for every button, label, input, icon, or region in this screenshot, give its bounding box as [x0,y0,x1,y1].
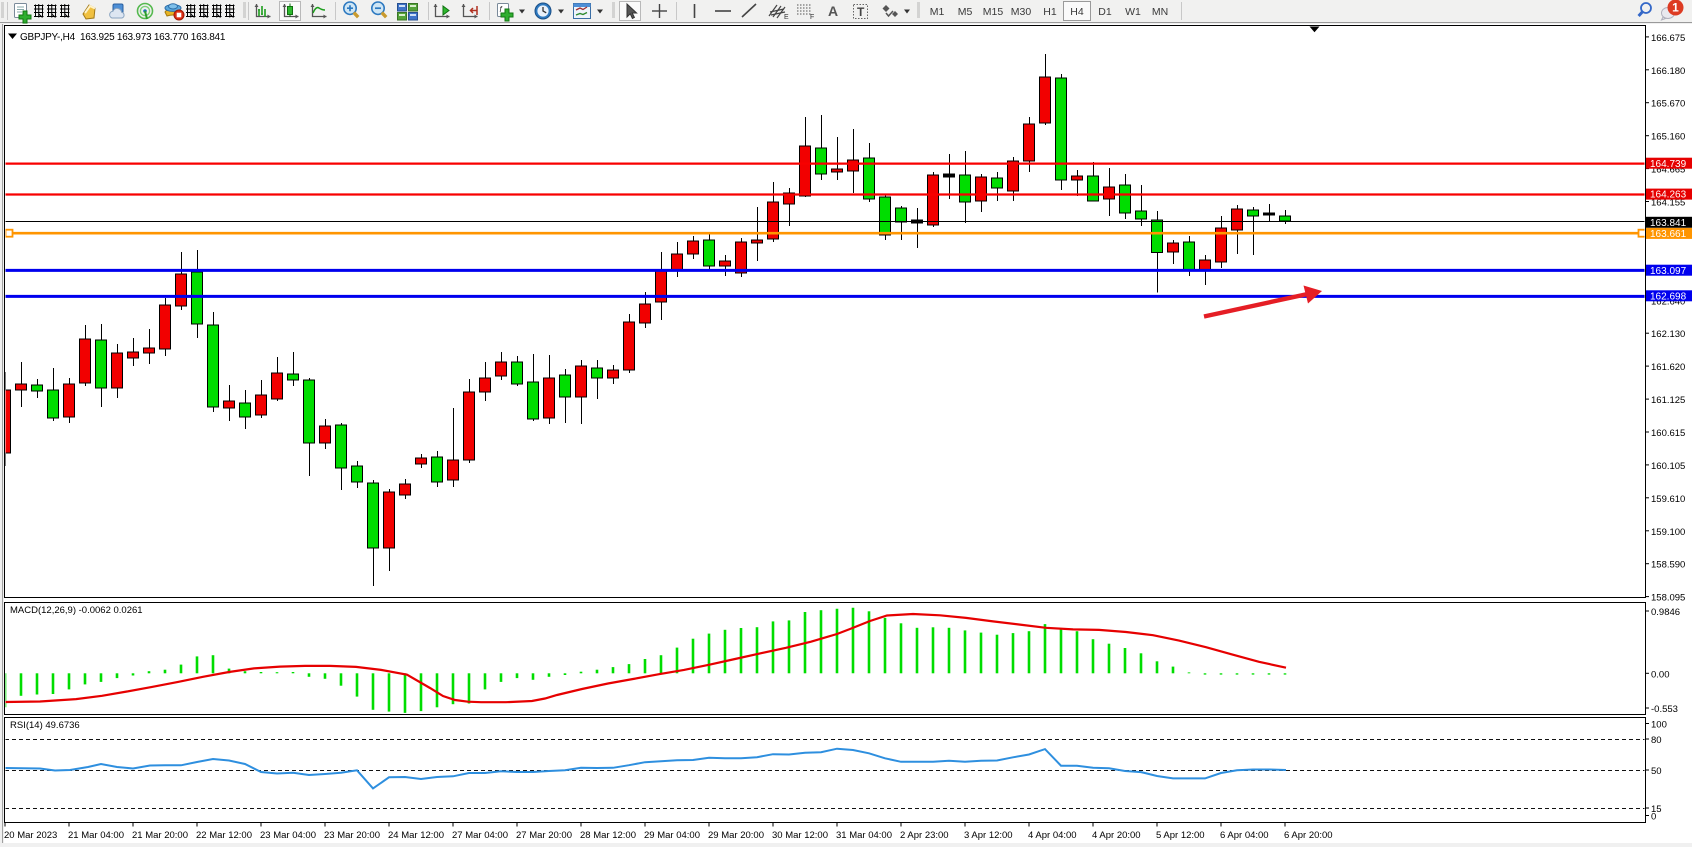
svg-text:27 Mar 20:00: 27 Mar 20:00 [516,830,572,841]
svg-text:24 Mar 12:00: 24 Mar 12:00 [388,830,444,841]
svg-text:21 Mar 20:00: 21 Mar 20:00 [132,830,188,841]
svg-text:21 Mar 04:00: 21 Mar 04:00 [68,830,124,841]
svg-text:6 Apr 20:00: 6 Apr 20:00 [1284,830,1333,841]
svg-text:163.661: 163.661 [1650,229,1687,240]
svg-text:4 Apr 04:00: 4 Apr 04:00 [1028,830,1077,841]
svg-text:164.665: 164.665 [1651,165,1685,176]
svg-text:15: 15 [1651,804,1662,815]
svg-text:D1: D1 [1098,6,1112,18]
svg-text:M15: M15 [983,6,1004,18]
svg-text:H4: H4 [1070,6,1084,18]
svg-text:6 Apr 04:00: 6 Apr 04:00 [1220,830,1269,841]
svg-text:164.155: 164.155 [1651,198,1685,209]
svg-text:158.590: 158.590 [1651,560,1685,571]
svg-text:4 Apr 20:00: 4 Apr 20:00 [1092,830,1141,841]
svg-text:162.130: 162.130 [1651,329,1685,340]
svg-text:165.670: 165.670 [1651,99,1685,110]
svg-text:162.698: 162.698 [1650,291,1687,302]
svg-text:20 Mar 2023: 20 Mar 2023 [4,830,57,841]
svg-text:29 Mar 04:00: 29 Mar 04:00 [644,830,700,841]
svg-text:E: E [784,14,789,21]
svg-text:29 Mar 20:00: 29 Mar 20:00 [708,830,764,841]
svg-text:A: A [828,3,838,19]
svg-text:80: 80 [1651,735,1662,746]
svg-text:166.180: 166.180 [1651,66,1685,77]
svg-text:161.125: 161.125 [1651,395,1685,406]
svg-text:162.640: 162.640 [1651,296,1685,307]
svg-text:23 Mar 20:00: 23 Mar 20:00 [324,830,380,841]
svg-text:F: F [810,14,814,21]
svg-text:160.615: 160.615 [1651,428,1685,439]
svg-text:0.9846: 0.9846 [1651,607,1680,618]
svg-text:31 Mar 04:00: 31 Mar 04:00 [836,830,892,841]
svg-text:T: T [857,5,865,19]
svg-text:0.00: 0.00 [1651,669,1670,680]
svg-text:1: 1 [1672,1,1679,15]
svg-text:165.160: 165.160 [1651,132,1685,143]
svg-text:159.100: 159.100 [1651,527,1685,538]
svg-text:RSI(14) 49.6736: RSI(14) 49.6736 [10,720,80,731]
svg-text:158.095: 158.095 [1651,593,1685,604]
svg-text:28 Mar 12:00: 28 Mar 12:00 [580,830,636,841]
svg-text:22 Mar 12:00: 22 Mar 12:00 [196,830,252,841]
svg-text:M1: M1 [930,6,945,18]
svg-text:MN: MN [1152,6,1168,18]
svg-text:MACD(12,26,9) -0.0062 0.0261: MACD(12,26,9) -0.0062 0.0261 [10,605,143,616]
svg-text:50: 50 [1651,766,1662,777]
svg-text:M30: M30 [1011,6,1032,18]
svg-text:30 Mar 12:00: 30 Mar 12:00 [772,830,828,841]
svg-text:2 Apr 23:00: 2 Apr 23:00 [900,830,949,841]
svg-text:163.097: 163.097 [1650,266,1687,277]
svg-text:100: 100 [1651,720,1667,731]
svg-text:27 Mar 04:00: 27 Mar 04:00 [452,830,508,841]
svg-text:164.263: 164.263 [1650,190,1687,201]
svg-text:163.841: 163.841 [1650,218,1687,229]
svg-text:164.739: 164.739 [1650,159,1687,170]
svg-text:GBPJPY-,H4 163.925 163.973 16: GBPJPY-,H4 163.925 163.973 163.770 163.8… [20,32,226,43]
svg-text:3 Apr 12:00: 3 Apr 12:00 [964,830,1013,841]
svg-text:W1: W1 [1125,6,1141,18]
svg-text:5 Apr 12:00: 5 Apr 12:00 [1156,830,1205,841]
svg-text:161.620: 161.620 [1651,362,1685,373]
svg-text:-0.553: -0.553 [1651,704,1678,715]
svg-text:0: 0 [1651,812,1656,823]
svg-text:f: f [500,5,503,14]
svg-text:23 Mar 04:00: 23 Mar 04:00 [260,830,316,841]
svg-text:M5: M5 [958,6,973,18]
svg-text:159.610: 159.610 [1651,494,1685,505]
svg-text:H1: H1 [1043,6,1057,18]
svg-text:166.675: 166.675 [1651,33,1685,44]
svg-text:160.105: 160.105 [1651,461,1685,472]
